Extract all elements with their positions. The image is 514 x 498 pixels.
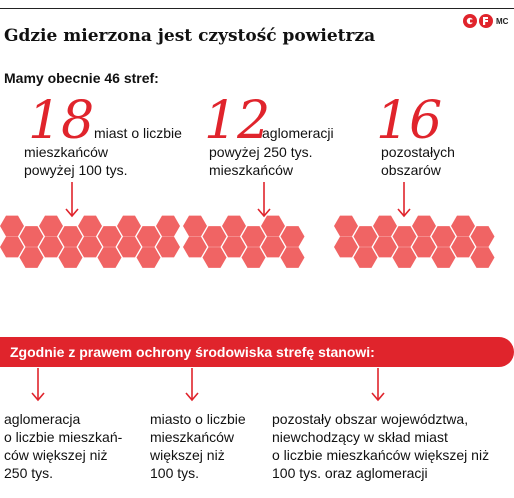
hexagon-icon (58, 226, 83, 247)
desc-line: mieszkańców (209, 162, 294, 178)
subtitle: Mamy obecnie 46 stref: (4, 70, 159, 86)
hexagon-icon (222, 215, 246, 237)
hexagon-icon (156, 236, 180, 258)
hexagon-icon (431, 247, 456, 268)
hexagon-icon (451, 215, 475, 237)
hexagon-icon (431, 226, 456, 247)
definition-line: niewchodzący w skład miast (272, 429, 448, 445)
hexagon-icon (412, 236, 436, 258)
hexagon-icon (392, 226, 417, 247)
hexagon-icon (373, 215, 397, 237)
hexagon-icon (117, 215, 141, 237)
top-rule (0, 8, 514, 9)
desc-line: aglomeracji (262, 125, 334, 141)
definition-line: mieszkańców (150, 429, 235, 445)
hexagon-icon (58, 247, 83, 268)
hexagon-icon (202, 247, 227, 268)
hexagon-icon (353, 247, 378, 268)
hexagon-icon (0, 236, 24, 258)
group-description: mieszkańców powyżej 100 tys. (24, 143, 128, 179)
desc-line: obszarów (381, 162, 441, 178)
down-arrow-icon (185, 368, 199, 402)
group-number: 16 (376, 91, 443, 151)
hexagon-icon (392, 247, 417, 268)
down-arrow-icon (257, 182, 271, 218)
hexagon-icon (0, 215, 24, 237)
definition-line: większej niż (150, 447, 225, 463)
group-description: aglomeracji (262, 124, 334, 142)
definition-line: o liczbie mieszkańców większej niż (272, 447, 490, 463)
group-description: miast o liczbie (94, 124, 204, 142)
hexagon-icon (78, 215, 102, 237)
desc-line: mieszkańców (24, 144, 109, 160)
definition-text: pozostały obszar województwa, niewchodzą… (272, 410, 489, 482)
hexagon-icon (78, 236, 102, 258)
definition-line: pozostały obszar województwa, (272, 411, 469, 427)
hexagon-icon (241, 247, 266, 268)
page-title: Gdzie mierzona jest czystość powietrza (4, 26, 376, 46)
desc-line: powyżej 250 tys. (209, 144, 313, 160)
hexagon-icon (451, 236, 475, 258)
hexagon-icon (241, 226, 266, 247)
hexagon-icon (412, 215, 436, 237)
definition-line: o liczbie mieszkań- (4, 429, 123, 445)
definition-line: miasto o liczbie (150, 411, 246, 427)
hexagon-icon (136, 226, 161, 247)
definition-line: ców większej niż (4, 447, 108, 463)
down-arrow-icon (397, 182, 411, 218)
definition-banner: Zgodnie z prawem ochrony środowiska stre… (0, 337, 514, 367)
hexagon-icon (156, 215, 180, 237)
hexagon-icon (97, 247, 122, 268)
hexagon-icon (97, 226, 122, 247)
definition-line: 100 tys. (150, 465, 200, 481)
definition-line: aglomeracja (4, 411, 81, 427)
down-arrow-icon (65, 182, 79, 218)
hexagon-icon (39, 215, 63, 237)
hexagon-icon (280, 226, 305, 247)
banner-text: Zgodnie z prawem ochrony środowiska stre… (10, 344, 375, 360)
hexagon-icon (261, 236, 285, 258)
definition-text: aglomeracja o liczbie mieszkań- ców więk… (4, 410, 122, 482)
group-number: 12 (204, 91, 271, 151)
desc-line: pozostałych (381, 144, 455, 160)
hexagon-icon (202, 226, 227, 247)
hexagon-icon (353, 226, 378, 247)
hexagon-icon (470, 247, 495, 268)
hexagon-icon (19, 247, 44, 268)
definition-line: 250 tys. (4, 465, 54, 481)
definition-text: miasto o liczbie mieszkańców większej ni… (150, 410, 246, 482)
hexagon-icon (222, 236, 246, 258)
hexagon-icon (334, 236, 358, 258)
hexagon-icon (117, 236, 141, 258)
hexagon-icon (39, 236, 63, 258)
publisher-logo-icon (463, 14, 493, 28)
group-description: pozostałych obszarów (381, 143, 455, 179)
desc-line: miast o liczbie (94, 125, 182, 141)
hexagon-icon (373, 236, 397, 258)
hexagon-icon (334, 215, 358, 237)
definition-line: 100 tys. oraz aglomeracji (272, 465, 428, 481)
hexagon-icon (136, 247, 161, 268)
group-number: 18 (28, 91, 95, 151)
logo-label: MC (496, 17, 509, 26)
hexagon-icon (183, 236, 207, 258)
hexagon-icon (470, 226, 495, 247)
hexagon-icon (280, 247, 305, 268)
hexagon-icon (183, 215, 207, 237)
down-arrow-icon (371, 368, 385, 402)
group-description: powyżej 250 tys. mieszkańców (209, 143, 313, 179)
desc-line: powyżej 100 tys. (24, 162, 128, 178)
hexagon-icon (261, 215, 285, 237)
down-arrow-icon (31, 368, 45, 402)
hexagon-icon (19, 226, 44, 247)
